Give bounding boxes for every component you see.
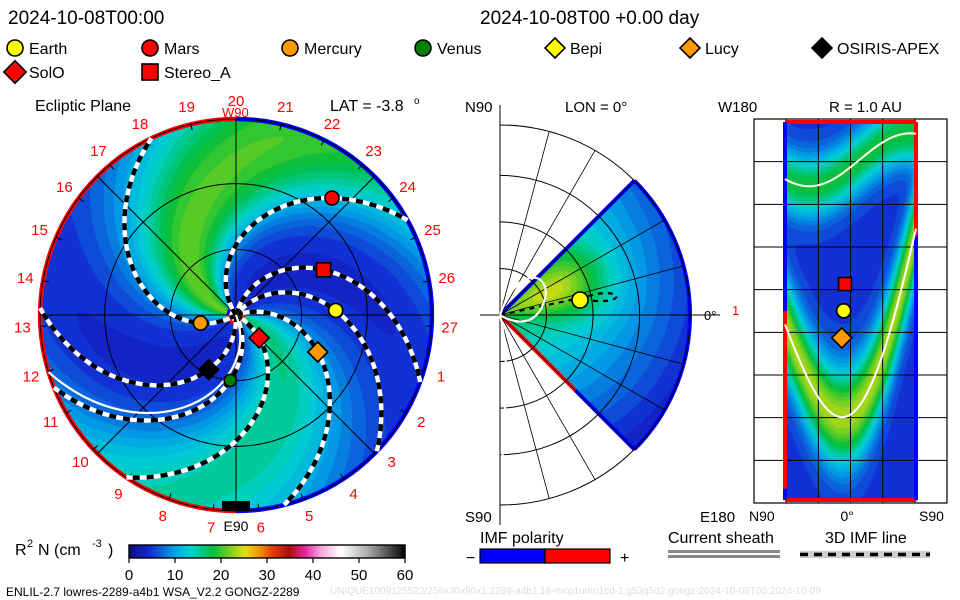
svg-text:S90: S90 <box>465 509 492 526</box>
svg-text:15: 15 <box>31 222 48 239</box>
svg-text:Lucy: Lucy <box>705 41 739 58</box>
svg-text:E90: E90 <box>224 518 249 534</box>
svg-text:UNIQUE1009125522/256x30x90x1.2: UNIQUE1009125522/256x30x90x1.2289-a4b1.1… <box>330 586 821 597</box>
svg-text:9: 9 <box>114 486 122 503</box>
svg-text:6: 6 <box>257 520 265 537</box>
svg-text:3: 3 <box>387 454 395 471</box>
svg-text:0°: 0° <box>704 308 716 323</box>
svg-text:-3: -3 <box>92 538 102 550</box>
svg-text:R: R <box>15 542 27 559</box>
svg-text:17: 17 <box>90 143 107 160</box>
svg-text:22: 22 <box>324 116 341 133</box>
svg-text:Bepi: Bepi <box>570 41 602 58</box>
svg-text:IMF polarity: IMF polarity <box>480 530 564 547</box>
svg-text:+: + <box>620 550 629 567</box>
svg-text:26: 26 <box>438 270 455 287</box>
svg-text:Earth: Earth <box>29 41 67 58</box>
svg-text:21: 21 <box>277 99 294 116</box>
svg-text:24: 24 <box>399 179 416 196</box>
svg-text:Mars: Mars <box>164 41 200 58</box>
svg-text:2024-10-08T00:00: 2024-10-08T00:00 <box>8 8 164 29</box>
svg-text:N (cm: N (cm <box>38 542 81 559</box>
svg-text:LAT = -3.8: LAT = -3.8 <box>330 98 404 115</box>
svg-text:7: 7 <box>207 520 215 537</box>
svg-text:0: 0 <box>125 567 133 584</box>
svg-text:11: 11 <box>43 414 59 431</box>
svg-text:13: 13 <box>14 319 31 336</box>
svg-text:W180: W180 <box>718 99 757 116</box>
svg-text:5: 5 <box>305 508 313 525</box>
svg-text:S90: S90 <box>919 508 944 524</box>
svg-text:25: 25 <box>424 222 441 239</box>
svg-text:4: 4 <box>349 486 357 503</box>
svg-text:10: 10 <box>167 567 184 584</box>
svg-text:1: 1 <box>437 368 445 385</box>
svg-text:50: 50 <box>351 567 368 584</box>
svg-text:−: − <box>466 550 475 567</box>
svg-text:23: 23 <box>365 143 382 160</box>
svg-text:W90: W90 <box>222 105 249 120</box>
svg-text:LON = 0°: LON = 0° <box>565 99 627 116</box>
svg-text:12: 12 <box>23 368 40 385</box>
svg-text:60: 60 <box>397 567 414 584</box>
svg-text:Ecliptic Plane: Ecliptic Plane <box>35 98 131 115</box>
svg-text:2: 2 <box>417 414 425 431</box>
svg-text:o: o <box>414 96 420 107</box>
svg-text:27: 27 <box>441 319 458 336</box>
svg-text:OSIRIS-APEX: OSIRIS-APEX <box>837 41 940 58</box>
svg-text:SolO: SolO <box>29 65 65 82</box>
svg-text:8: 8 <box>159 508 167 525</box>
svg-text:Mercury: Mercury <box>304 41 362 58</box>
svg-text:19: 19 <box>178 99 195 116</box>
svg-text:16: 16 <box>56 179 73 196</box>
svg-text:ENLIL-2.7 lowres-2289-a4b1 WSA: ENLIL-2.7 lowres-2289-a4b1 WSA_V2.2 GONG… <box>6 585 300 599</box>
svg-text:2024-10-08T00 +0.00 day: 2024-10-08T00 +0.00 day <box>480 8 700 29</box>
svg-text:N90: N90 <box>749 508 775 524</box>
svg-text:): ) <box>108 542 113 559</box>
svg-text:40: 40 <box>305 567 322 584</box>
svg-text:Stereo_A: Stereo_A <box>164 65 231 82</box>
svg-text:Current sheath: Current sheath <box>668 530 774 547</box>
svg-text:10: 10 <box>72 454 89 471</box>
svg-text:14: 14 <box>17 270 34 287</box>
svg-text:3D IMF line: 3D IMF line <box>825 530 907 547</box>
svg-text:30: 30 <box>259 567 276 584</box>
svg-text:Venus: Venus <box>437 41 481 58</box>
svg-text:20: 20 <box>213 567 230 584</box>
svg-text:18: 18 <box>132 116 149 133</box>
svg-text:R = 1.0 AU: R = 1.0 AU <box>829 99 902 116</box>
svg-text:E180: E180 <box>700 509 735 526</box>
svg-text:1: 1 <box>732 303 739 318</box>
svg-text:N90: N90 <box>465 99 493 116</box>
svg-text:0°: 0° <box>841 508 854 524</box>
svg-text:2: 2 <box>27 538 33 550</box>
